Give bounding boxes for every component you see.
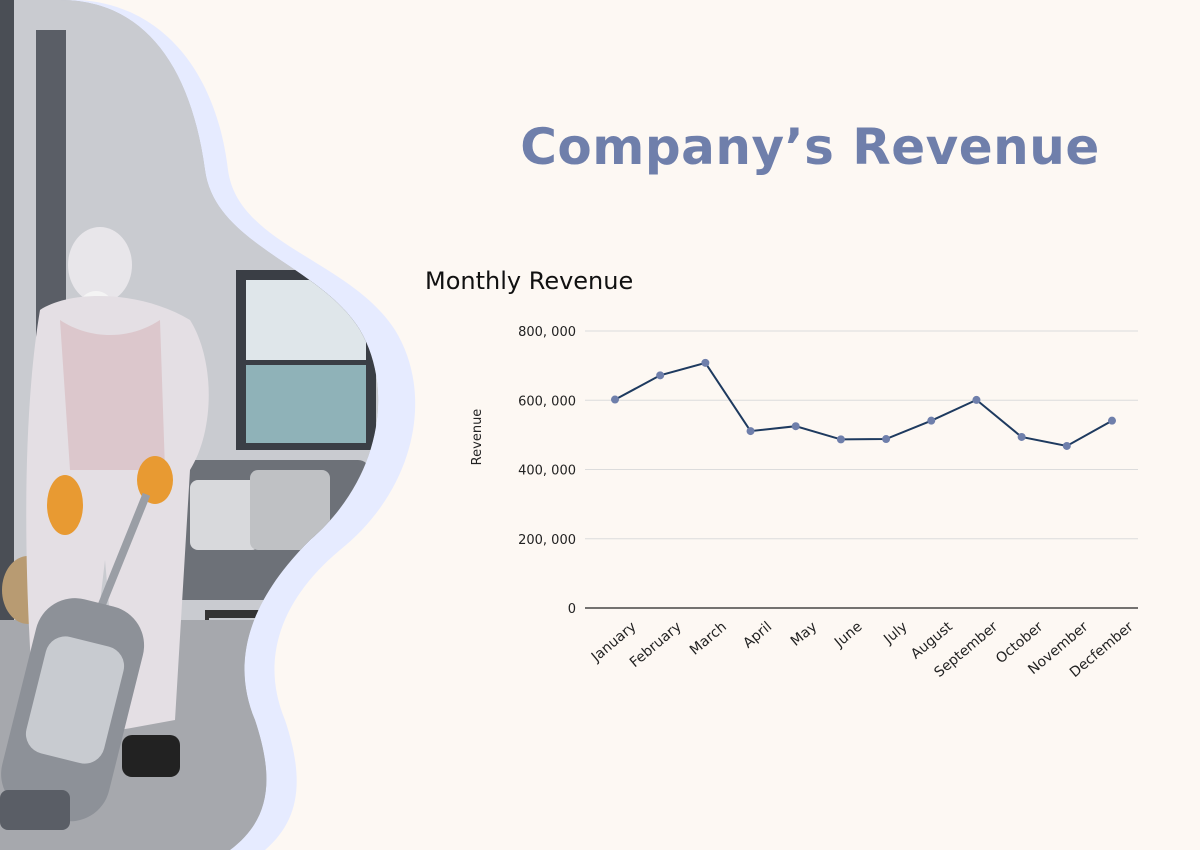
- y-axis-label: Revenue: [470, 409, 485, 466]
- data-point: [972, 395, 981, 404]
- data-point: [701, 358, 710, 367]
- data-point: [1062, 441, 1071, 450]
- data-point: [791, 422, 800, 431]
- data-point: [611, 395, 619, 404]
- x-tick-label: May: [788, 619, 820, 650]
- data-point: [656, 371, 665, 380]
- data-point: [882, 435, 891, 444]
- y-tick-label: 800, 000: [518, 325, 576, 340]
- gridlines: [585, 330, 1138, 609]
- x-tick-label: July: [880, 619, 910, 648]
- x-tick-label: June: [831, 619, 865, 652]
- series-line: [614, 361, 1113, 448]
- y-tick-label: 600, 000: [518, 394, 576, 409]
- y-tick-label: 0: [568, 602, 576, 617]
- x-tick-label: April: [740, 619, 775, 652]
- data-point: [836, 435, 845, 444]
- y-tick-label: 200, 000: [518, 533, 576, 548]
- page-title: Company’s Revenue: [520, 118, 1100, 176]
- data-point: [746, 427, 755, 436]
- revenue-line: [614, 361, 1113, 448]
- data-points: [611, 358, 1116, 450]
- y-tick-label: 400, 000: [518, 464, 576, 479]
- data-point: [1017, 432, 1026, 441]
- data-point: [1108, 416, 1116, 425]
- data-point: [927, 416, 936, 425]
- chart-title: Monthly Revenue: [425, 267, 633, 295]
- x-tick-label: March: [687, 619, 730, 659]
- y-tick-labels: 0 200, 000 400, 000 600, 000 800, 000: [518, 325, 576, 617]
- cleaning-worker-photo: [0, 0, 416, 850]
